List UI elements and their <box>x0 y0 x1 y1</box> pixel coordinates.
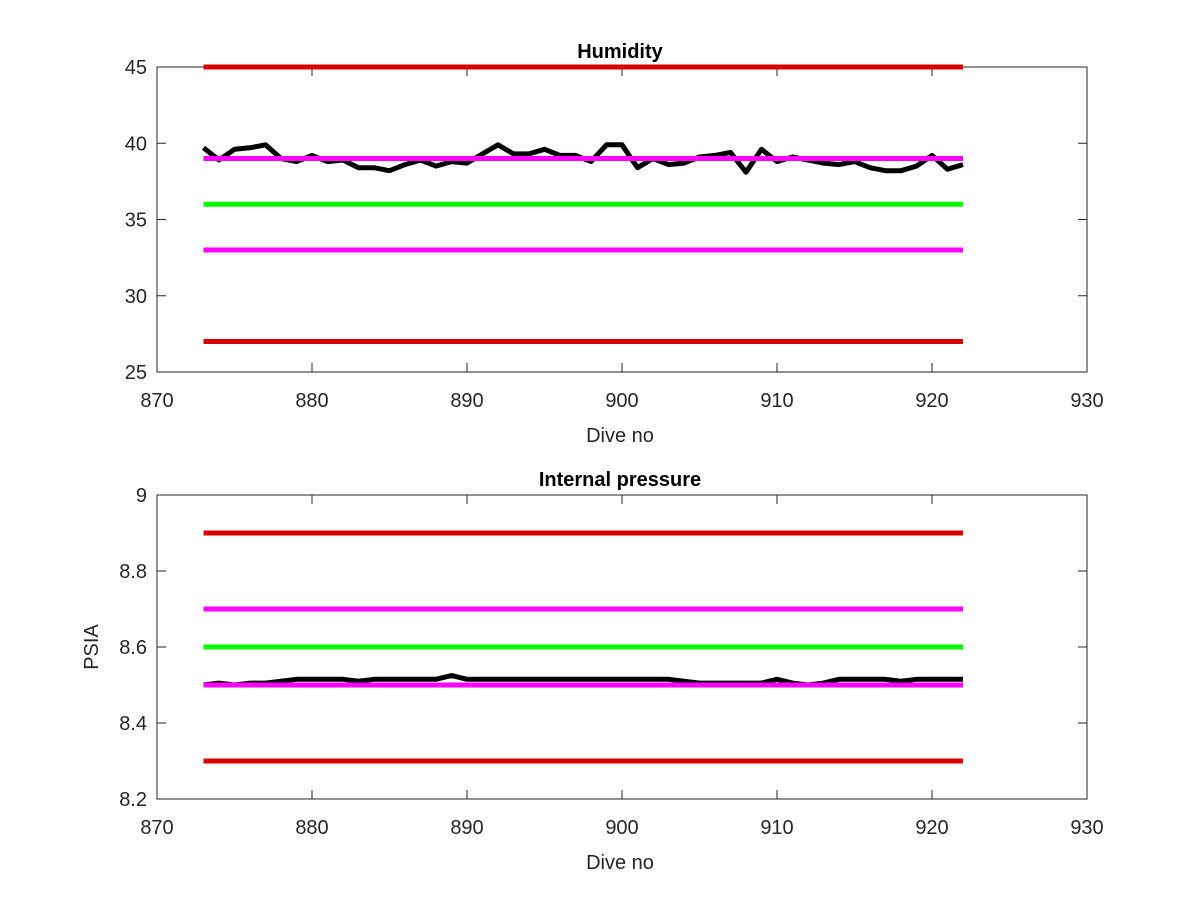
x-tick-label: 920 <box>915 390 948 412</box>
y-tick-label: 8.4 <box>119 713 147 735</box>
x-axis-label: Dive no <box>586 852 654 874</box>
y-tick-label: 8.2 <box>119 789 147 811</box>
x-tick-label: 890 <box>450 817 483 839</box>
y-tick-label: 25 <box>125 362 147 384</box>
x-axis-label: Dive no <box>586 425 654 447</box>
internal-pressure-chart: 870 880 890 900 910 920 930 8.2 8.4 8.6 8.8 9 Intern… <box>81 469 1104 874</box>
x-tick-label: 920 <box>915 817 948 839</box>
y-tick-label: 8.8 <box>119 561 147 583</box>
y-tick-label: 40 <box>125 133 147 155</box>
x-tick-label: 870 <box>140 390 173 412</box>
axes-box <box>156 66 1088 373</box>
x-tick-label: 900 <box>605 817 638 839</box>
humidity-chart: 870 880 890 900 910 920 930 25 30 35 40 45 Humidity D… <box>125 41 1104 447</box>
x-tick-label: 870 <box>140 817 173 839</box>
y-tick-label: 35 <box>125 210 147 232</box>
y-tick-label: 9 <box>136 485 147 507</box>
x-tick-label: 890 <box>450 390 483 412</box>
x-tick-label: 930 <box>1070 390 1103 412</box>
x-tick-label: 880 <box>295 817 328 839</box>
x-tick-label: 880 <box>295 390 328 412</box>
data-series-line <box>203 673 963 688</box>
x-tick-label: 930 <box>1070 817 1103 839</box>
y-tick-label: 45 <box>125 57 147 79</box>
x-tick-label: 900 <box>605 390 638 412</box>
y-axis-label: PSIA <box>81 624 103 670</box>
x-tick-label: 910 <box>760 390 793 412</box>
chart-title: Humidity <box>577 41 663 63</box>
y-tick-label: 8.6 <box>119 637 147 659</box>
chart-title: Internal pressure <box>539 469 701 491</box>
y-tick-label: 30 <box>125 286 147 308</box>
x-tick-label: 910 <box>760 817 793 839</box>
